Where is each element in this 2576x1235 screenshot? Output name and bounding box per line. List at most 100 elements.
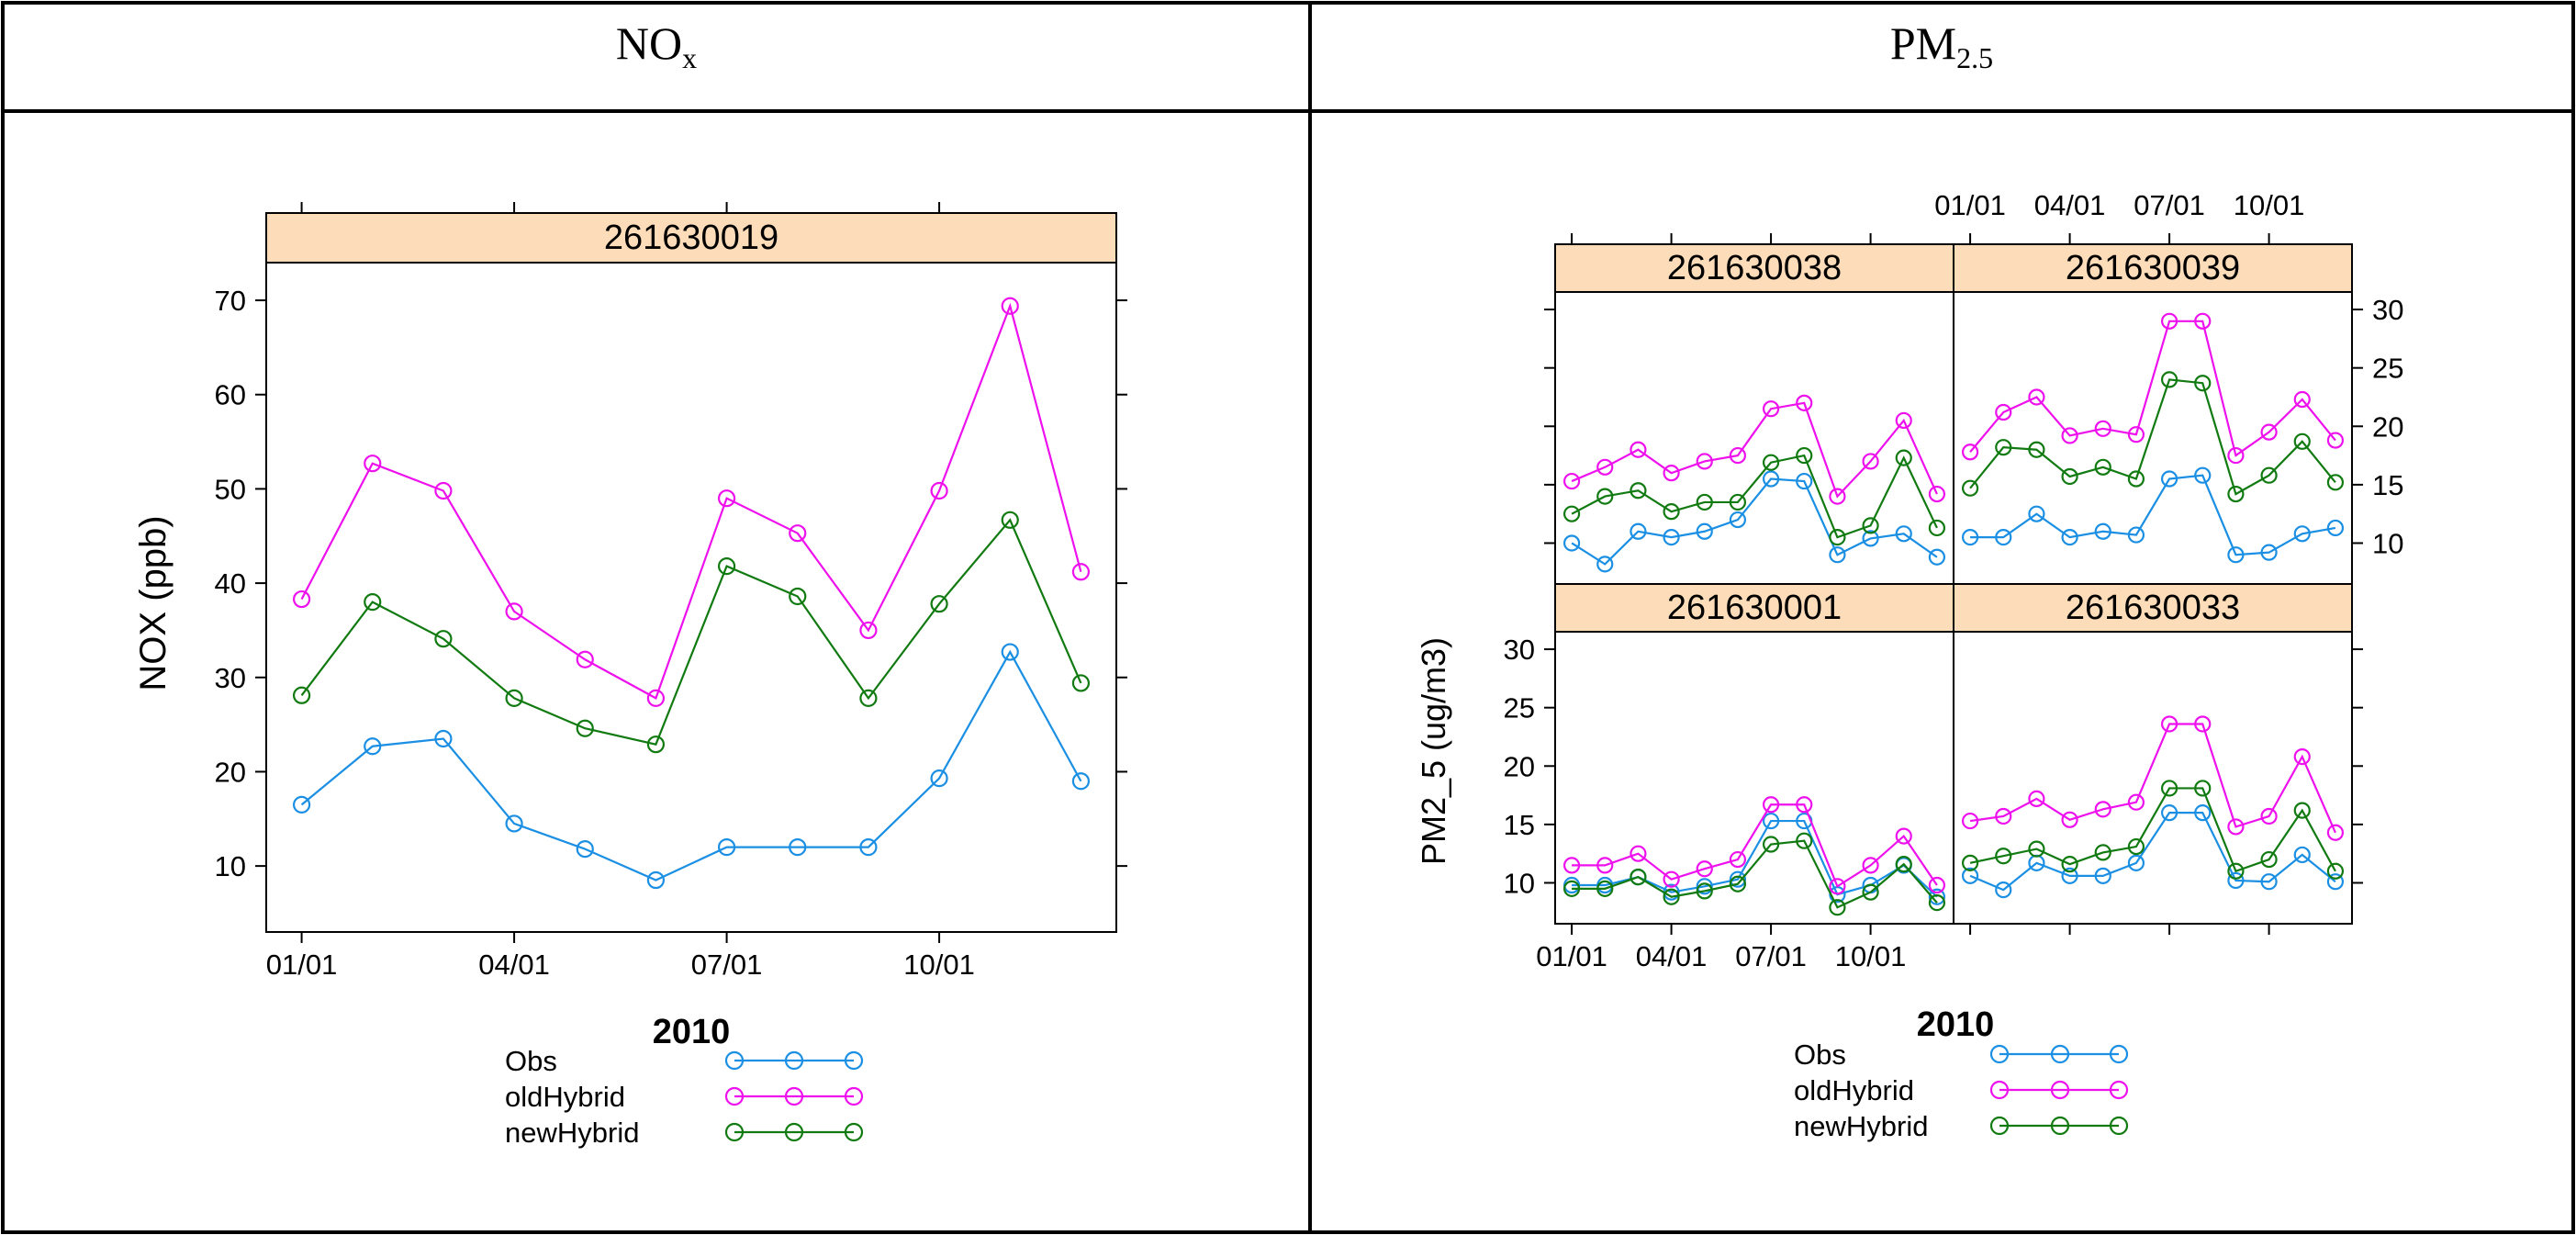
pm25-y-tick-label-right-1: 10 [2372, 527, 2403, 559]
pm25-261630033-point-oldHybrid-3 [2028, 790, 2045, 807]
pm25-261630033-point-oldHybrid-8 [2194, 715, 2212, 733]
pm25-panels: 261630038 261630039 01/01 04/01 07/01 10/01 10… [1504, 189, 2404, 972]
nox-y-tick-label-4: 40 [215, 567, 246, 600]
pm25-261630039-point-newHybrid-6 [2127, 470, 2145, 488]
nox-legend-label-newHybrid: newHybrid [505, 1117, 639, 1149]
nox-point-newHybrid-7 [717, 557, 736, 576]
pm25-261630038-point-obs-9 [1829, 546, 1846, 564]
strip-label-261630038: 261630038 [1667, 249, 1842, 287]
pm25-261630039-point-newHybrid-1 [1961, 479, 1979, 497]
pm25-261630001-point-obs-6 [1729, 870, 1747, 888]
pm25-x-tick-label-top-4: 10/01 [2234, 189, 2305, 221]
pm25-261630033-point-newHybrid-5 [2094, 844, 2111, 861]
nox-point-oldHybrid-4 [505, 602, 523, 621]
col1-header-sub: x [682, 41, 697, 74]
nox-point-oldHybrid-3 [434, 481, 453, 500]
nox-point-obs-10 [930, 769, 948, 788]
pm25-261630001-line-oldHybrid [1572, 803, 1938, 888]
nox-point-oldHybrid-1 [292, 589, 311, 609]
pm25-261630033-point-obs-2 [1995, 881, 2012, 899]
pm25-261630038-point-oldHybrid-1 [1562, 472, 1581, 490]
col2-header-sub: 2.5 [1956, 41, 1993, 74]
pm25-261630038-point-oldHybrid-2 [1596, 458, 1614, 476]
pm25-261630039-point-newHybrid-11 [2293, 432, 2311, 450]
pm25-261630001-point-newHybrid-4 [1663, 888, 1680, 905]
pm25-legend-marker-oldHybrid-1 [1989, 1080, 2010, 1100]
pm25-261630033-point-obs-6 [2127, 854, 2145, 871]
nox-point-oldHybrid-12 [1071, 563, 1091, 581]
pm25-261630033-line-newHybrid [1969, 787, 2336, 873]
pm25-y-tick-label-right-4: 25 [2372, 353, 2403, 385]
pm25-261630038-point-oldHybrid-6 [1729, 446, 1747, 465]
nox-point-obs-3 [434, 729, 453, 748]
pm25-261630039-point-obs-4 [2061, 529, 2078, 546]
pm25-261630039-point-newHybrid-8 [2194, 375, 2212, 392]
pm25-legend-marker-newHybrid-1 [1989, 1116, 2010, 1136]
pm25-legend-marker-obs-3 [2109, 1044, 2129, 1064]
pm25-261630033-point-newHybrid-6 [2127, 837, 2145, 856]
nox-point-obs-7 [717, 837, 736, 857]
pm25-261630039-line-newHybrid [1969, 378, 2336, 496]
pm25-261630038-point-obs-8 [1796, 472, 1813, 490]
pm25-261630038-point-newHybrid-5 [1696, 493, 1713, 511]
pm25-261630039-point-oldHybrid-3 [2028, 388, 2045, 406]
pm25-261630038-point-obs-12 [1928, 548, 1946, 566]
pm25-261630038-point-obs-1 [1562, 534, 1581, 552]
panel-261630039: 261630039 01/01 04/01 07/01 10/01 10 15 20 25 30 [1934, 189, 2403, 564]
pm25-x-tick-label-top-2: 04/01 [2034, 189, 2106, 221]
pm25-261630039-point-oldHybrid-2 [1995, 403, 2012, 421]
pm25-261630033-point-oldHybrid-9 [2227, 818, 2245, 836]
nox-x-tick-label-3: 07/01 [691, 949, 763, 981]
nox-point-oldHybrid-2 [364, 455, 382, 473]
pm25-261630033-point-obs-4 [2061, 867, 2078, 884]
pm25-261630038-point-obs-10 [1862, 530, 1879, 547]
pm25-261630039-point-obs-1 [1961, 529, 1979, 546]
pm25-261630033-point-oldHybrid-1 [1961, 812, 1979, 830]
nox-line-newHybrid [300, 518, 1082, 746]
pm25-y-tick-label-right-2: 15 [2372, 469, 2403, 501]
pm25-261630039-point-obs-12 [2326, 519, 2345, 537]
nox-legend: Obs oldHybrid newHybrid [505, 1045, 864, 1149]
pm25-261630039-point-oldHybrid-7 [2160, 312, 2178, 330]
pm25-261630038-point-newHybrid-3 [1630, 482, 1647, 500]
pm25-261630033-point-obs-5 [2094, 867, 2111, 884]
nox-point-obs-4 [505, 814, 523, 833]
pm25-261630033-point-oldHybrid-2 [1995, 807, 2012, 825]
pm25-261630038-point-obs-6 [1729, 511, 1747, 529]
pm25-261630001-point-obs-7 [1762, 812, 1780, 830]
nox-point-newHybrid-6 [646, 735, 666, 754]
pm25-261630038-point-newHybrid-7 [1762, 454, 1780, 471]
pm25-261630039-point-obs-10 [2260, 544, 2278, 561]
pm25-legend-label-newHybrid: newHybrid [1794, 1110, 1928, 1142]
pm25-261630039-point-oldHybrid-11 [2293, 390, 2311, 409]
pm25-261630039-point-obs-8 [2194, 466, 2212, 484]
pm25-y-axis-label: PM2_5 (ug/m3) [1415, 637, 1452, 865]
nox-line-obs [300, 649, 1082, 881]
pm25-261630033-point-newHybrid-3 [2028, 840, 2045, 858]
strip-261630038 [1555, 244, 1954, 292]
nox-point-newHybrid-4 [505, 689, 523, 707]
pm25-261630039-line-oldHybrid [1969, 320, 2336, 457]
pm25-261630033-point-newHybrid-10 [2260, 850, 2278, 869]
nox-chart: 261630019 01/01 04/01 07/01 10/01 10 20 30 40 50… [133, 202, 1127, 1149]
pm25-261630038-point-oldHybrid-11 [1895, 411, 1912, 430]
strip-label-261630033: 261630033 [2066, 589, 2240, 627]
pm25-261630038-point-newHybrid-10 [1862, 517, 1879, 534]
pm25-261630033-point-oldHybrid-11 [2293, 748, 2311, 766]
pm25-261630038-point-oldHybrid-4 [1663, 465, 1680, 482]
pm25-261630033-point-oldHybrid-4 [2061, 811, 2078, 828]
nox-point-obs-11 [1001, 643, 1019, 661]
pm25-261630038-point-newHybrid-9 [1829, 529, 1846, 546]
nox-point-obs-9 [859, 837, 878, 857]
pm25-legend-marker-newHybrid-3 [2109, 1116, 2129, 1136]
nox-legend-label-oldHybrid: oldHybrid [505, 1081, 625, 1113]
pm25-261630039-point-oldHybrid-6 [2127, 426, 2145, 443]
pm25-261630038-point-newHybrid-1 [1562, 505, 1581, 522]
strip-261630033 [1954, 584, 2352, 632]
pm25-261630001-point-newHybrid-8 [1796, 832, 1813, 849]
pm25-261630038-point-newHybrid-2 [1596, 488, 1614, 505]
pm25-261630001-point-oldHybrid-3 [1630, 845, 1647, 862]
pm25-261630039-point-oldHybrid-4 [2061, 427, 2078, 444]
col1-header-main: NO [616, 17, 682, 69]
